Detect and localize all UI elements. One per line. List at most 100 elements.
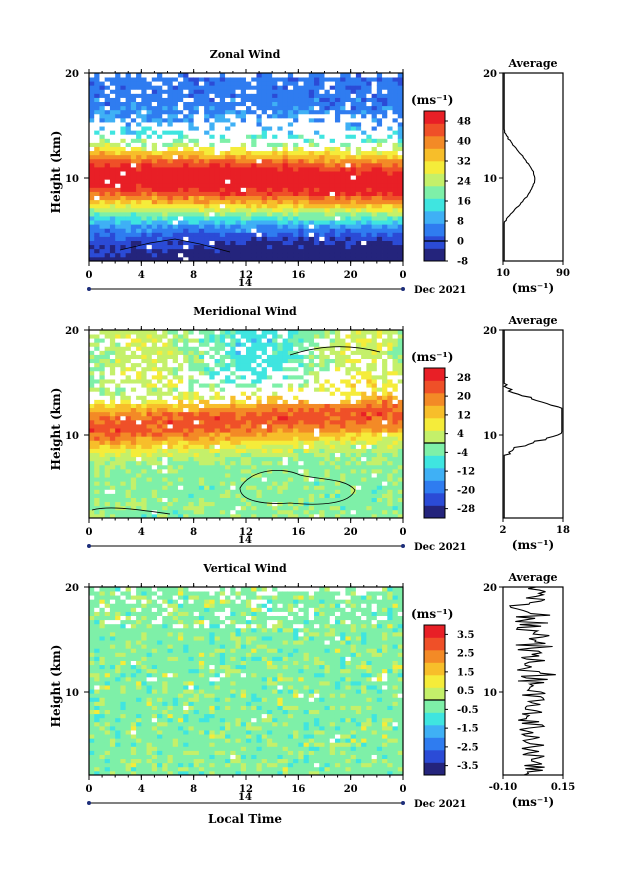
heatmap-cell [120,436,127,441]
heatmap-cell [319,171,325,176]
heatmap-cell [225,220,231,225]
heatmap-cell [240,399,247,404]
heatmap-cell [130,411,137,417]
heatmap-cell [188,448,195,454]
heatmap-cell [230,358,236,364]
heatmap-cell [261,183,268,188]
x-tick-label: 0 [400,270,407,281]
heatmap-cell [172,117,179,123]
heatmap-cell [94,256,100,261]
heatmap-cell [146,485,153,490]
heatmap-cell [209,240,215,246]
heatmap-cell [193,256,200,261]
y-tick-label: 20 [65,69,79,80]
heatmap-cell [130,481,137,486]
heatmap-cell [334,105,341,111]
heatmap-cell [340,93,346,98]
heatmap-cell [162,334,168,339]
heatmap-cell [329,497,336,503]
heatmap-cell [162,395,168,400]
heatmap-cell [329,411,336,417]
heatmap-cell [361,167,367,172]
heatmap-cell [109,109,116,115]
heatmap-cell [188,440,195,445]
heatmap-cell [172,101,179,107]
heatmap-cell [387,248,393,254]
heatmap-cell [298,399,304,404]
heatmap-cell [177,236,184,241]
heatmap-cell [136,342,142,347]
heatmap-cell [251,228,257,233]
heatmap-cell [298,220,304,225]
heatmap-cell [177,444,184,449]
heatmap-cell [157,162,163,168]
heatmap-cell [146,109,153,115]
heatmap-cell [314,448,320,454]
heatmap-cell [151,383,158,388]
heatmap-cell [350,101,357,107]
heatmap-cell [89,109,95,115]
heatmap-cell [319,387,325,392]
heatmap-cell [188,150,195,156]
heatmap-cell [240,468,247,474]
heatmap-cell [146,248,153,254]
heatmap-cell [209,109,215,115]
heatmap-cell [183,154,189,160]
heatmap-cell [277,256,284,261]
heatmap-cell [319,391,325,396]
heatmap-cell [350,167,357,172]
heatmap-cell [371,126,378,131]
heatmap-cell [272,195,278,201]
heatmap-cell [204,150,210,156]
heatmap-cell [293,171,299,176]
heatmap-cell [287,203,294,209]
heatmap-cell [246,126,252,131]
heatmap-cell [99,338,106,343]
heatmap-cell [94,468,100,474]
heatmap-cell [256,256,263,261]
heatmap-cell [345,256,352,261]
heatmap-cell [225,122,231,127]
heatmap-cell [204,485,210,490]
heatmap-cell [209,452,215,458]
heatmap-cell [177,199,184,205]
heatmap-cell [261,485,268,490]
heatmap-cell [162,126,168,131]
heatmap-cell [376,203,383,209]
heatmap-cell [146,468,153,474]
heatmap-cell [141,428,147,433]
heatmap-cell [261,509,268,515]
heatmap-cell [251,146,257,152]
heatmap-cell [141,342,147,347]
heatmap-cell [345,179,352,184]
heatmap-cell [272,509,278,515]
heatmap-cell [334,195,341,201]
heatmap-cell [345,191,352,197]
heatmap-cell [188,391,195,396]
heatmap-cell [371,81,378,86]
heatmap-cell [261,342,268,347]
heatmap-cell [308,362,315,368]
heatmap-cell [230,440,236,445]
heatmap-cell [376,171,383,176]
heatmap-cell [89,358,95,364]
heatmap-cell [324,387,331,392]
heatmap-cell [272,358,278,364]
heatmap-cell [89,154,95,160]
heatmap-cell [204,354,210,360]
heatmap-cell [99,464,106,470]
heatmap-cell [314,203,320,209]
heatmap-cell [319,220,325,225]
heatmap-cell [193,362,200,368]
heatmap-cell [115,350,121,355]
heatmap-cell [151,162,158,168]
heatmap-cell [366,109,372,115]
heatmap-cell [109,432,116,437]
heatmap-cell [204,358,210,364]
heatmap-cell [109,428,116,433]
heatmap-cell [183,415,189,421]
heatmap-cell [125,374,132,380]
heatmap-cell [287,195,294,201]
heatmap-cell [146,142,153,147]
heatmap-cell [209,513,215,518]
